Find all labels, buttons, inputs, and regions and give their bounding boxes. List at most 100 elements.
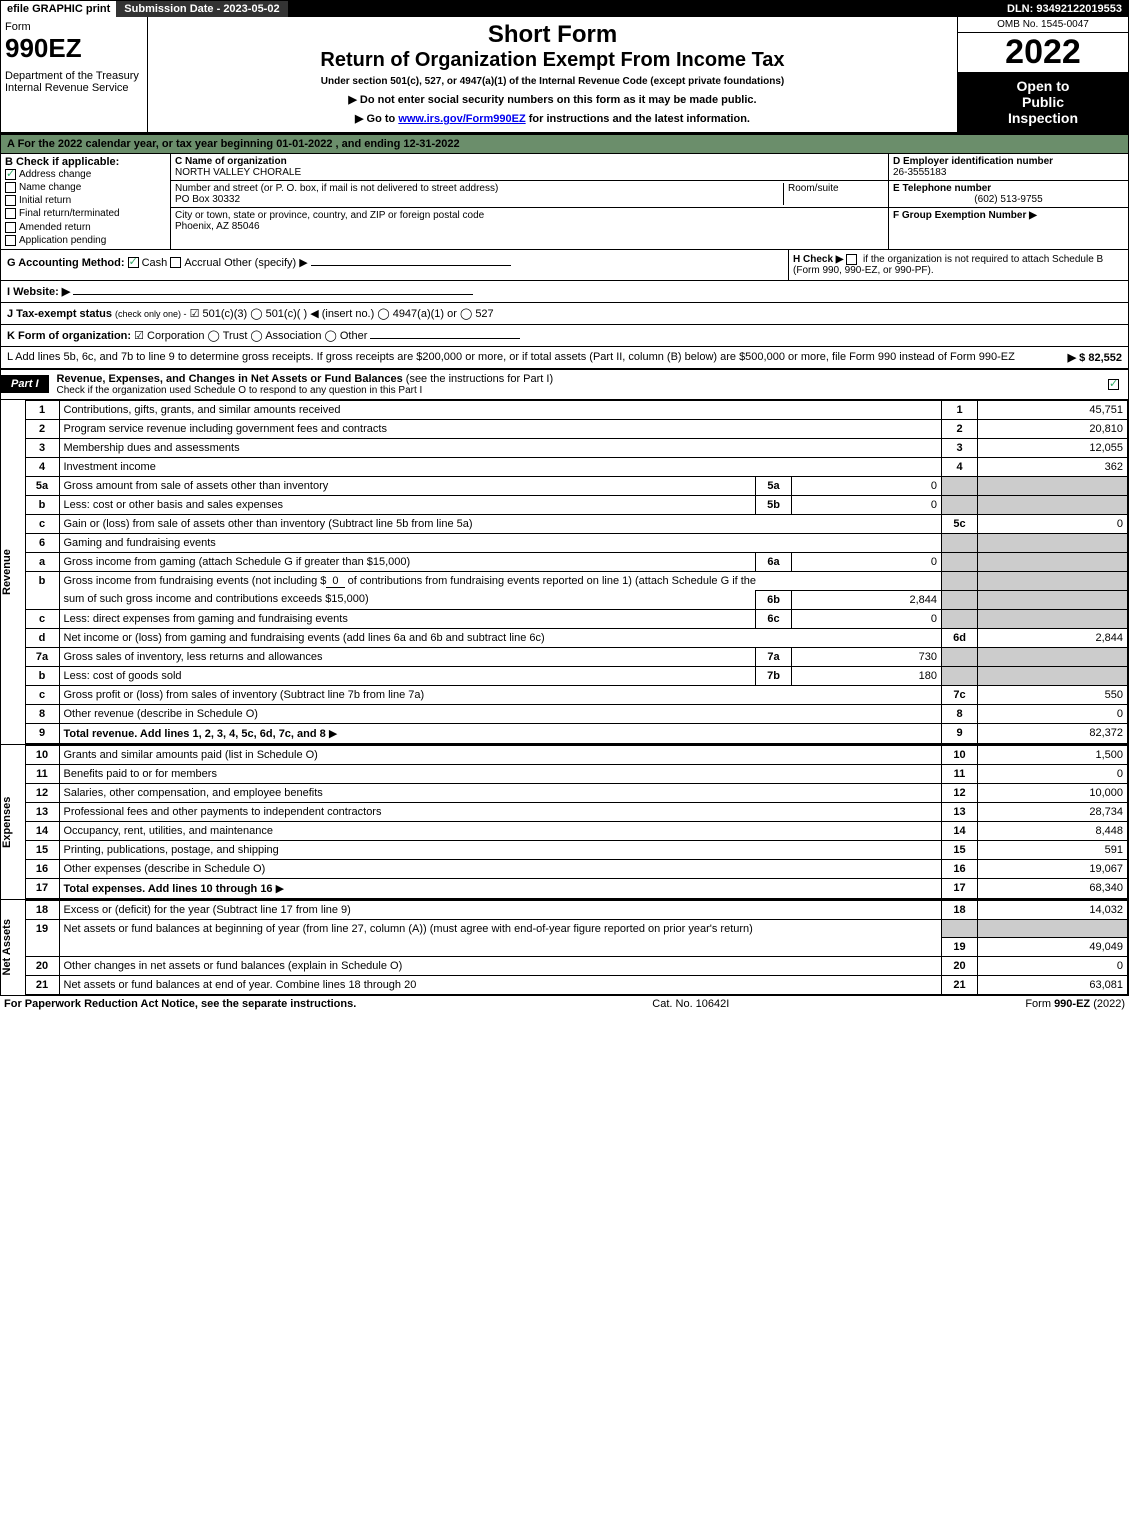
l5a-graya	[978, 476, 1128, 495]
l6c-d: Less: direct expenses from gaming and fu…	[64, 613, 348, 625]
l2-n: 2	[25, 419, 59, 438]
l8-amt: 0	[978, 704, 1128, 723]
l5b-samt: 0	[792, 495, 942, 514]
org-street: PO Box 30332	[175, 194, 779, 205]
expenses-table: 10Grants and similar amounts paid (list …	[25, 745, 1129, 899]
l6-gray	[942, 533, 978, 552]
l6a-d: Gross income from gaming (attach Schedul…	[64, 556, 411, 568]
part1-sub: (see the instructions for Part I)	[406, 373, 553, 385]
form-container: efile GRAPHIC print Submission Date - 20…	[0, 0, 1129, 996]
l7b-sbox: 7b	[756, 666, 792, 685]
chk-name[interactable]	[5, 182, 16, 193]
f-label: F Group Exemption Number ▶	[893, 210, 1037, 221]
l1-amt: 45,751	[978, 400, 1128, 419]
l5c-amt: 0	[978, 514, 1128, 533]
l5a-sbox: 5a	[756, 476, 792, 495]
website-input[interactable]	[73, 294, 473, 295]
g-label: G Accounting Method:	[7, 257, 125, 269]
chk-cash[interactable]	[128, 257, 139, 268]
org-city: Phoenix, AZ 85046	[175, 221, 884, 232]
l6c-samt: 0	[792, 609, 942, 628]
netassets-table: 18Excess or (deficit) for the year (Subt…	[25, 900, 1129, 996]
l6b-sbox: 6b	[756, 590, 792, 609]
efile-label: efile GRAPHIC print	[1, 1, 116, 17]
phone: (602) 513-9755	[893, 194, 1124, 205]
l-row: L Add lines 5b, 6c, and 7b to line 9 to …	[1, 346, 1128, 368]
l2-amt: 20,810	[978, 419, 1128, 438]
l5c-n: c	[25, 514, 59, 533]
l19-gray	[942, 919, 978, 938]
c-street-label: Number and street (or P. O. box, if mail…	[175, 183, 779, 194]
d-label: D Employer identification number	[893, 156, 1053, 167]
irs-link[interactable]: www.irs.gov/Form990EZ	[398, 113, 525, 125]
l16-amt: 19,067	[978, 859, 1128, 878]
l5a-samt: 0	[792, 476, 942, 495]
l5a-d: Gross amount from sale of assets other t…	[64, 480, 329, 492]
l7a-n: 7a	[25, 647, 59, 666]
l16-box: 16	[942, 859, 978, 878]
l15-n: 15	[25, 840, 59, 859]
l6b-d1: Gross income from fundraising events (no…	[64, 575, 327, 587]
g-other: Other (specify) ▶	[224, 257, 308, 269]
form-header: Form 990EZ Department of the Treasury In…	[1, 17, 1128, 134]
part1-checknote: Check if the organization used Schedule …	[57, 385, 1090, 396]
l7b-samt: 180	[792, 666, 942, 685]
c-city-label: City or town, state or province, country…	[175, 210, 884, 221]
chk-schedule-o[interactable]	[1108, 379, 1119, 390]
chk-accrual[interactable]	[170, 257, 181, 268]
revenue-label: Revenue	[1, 400, 25, 744]
g-row: G Accounting Method: Cash Accrual Other …	[1, 250, 788, 280]
g-other-input[interactable]	[311, 265, 511, 266]
part1-title: Revenue, Expenses, and Changes in Net As…	[49, 370, 1098, 399]
irs: Internal Revenue Service	[5, 82, 143, 94]
l17-box: 17	[942, 878, 978, 898]
l6a-graya	[978, 552, 1128, 571]
chk-h[interactable]	[846, 254, 857, 265]
l9-amt: 82,372	[978, 723, 1128, 743]
chk-amended[interactable]	[5, 222, 16, 233]
l14-n: 14	[25, 821, 59, 840]
footer-left: For Paperwork Reduction Act Notice, see …	[4, 998, 356, 1010]
chk-final[interactable]	[5, 208, 16, 219]
k-other-input[interactable]	[370, 338, 520, 339]
header-right: OMB No. 1545-0047 2022 Open to Public In…	[958, 17, 1128, 132]
netassets-label: Net Assets	[1, 900, 25, 996]
i-label: I Website: ▶	[7, 286, 70, 298]
l19-graya	[978, 919, 1128, 938]
l3-d: Membership dues and assessments	[64, 442, 240, 454]
chk-pending[interactable]	[5, 235, 16, 246]
l7c-d: Gross profit or (loss) from sales of inv…	[64, 689, 425, 701]
b-item-4: Amended return	[19, 222, 91, 233]
l20-n: 20	[25, 957, 59, 976]
submission-date: Submission Date - 2023-05-02	[116, 1, 287, 17]
l7a-graya	[978, 647, 1128, 666]
l19-box: 19	[942, 938, 978, 957]
open2: Public	[964, 94, 1122, 110]
l3-n: 3	[25, 438, 59, 457]
h-label: H Check ▶	[793, 254, 843, 265]
l6b-d2-part: of contributions from fundraising events…	[348, 575, 756, 587]
l5a-gray	[942, 476, 978, 495]
l6d-n: d	[25, 628, 59, 647]
i-row: I Website: ▶	[1, 280, 1128, 302]
l1-box: 1	[942, 400, 978, 419]
l20-amt: 0	[978, 957, 1128, 976]
l18-n: 18	[25, 900, 59, 919]
l6d-amt: 2,844	[978, 628, 1128, 647]
form-label: Form	[5, 21, 143, 33]
j-sub: (check only one) -	[115, 309, 187, 319]
l5c-d: Gain or (loss) from sale of assets other…	[64, 518, 473, 530]
l12-n: 12	[25, 783, 59, 802]
form-number: 990EZ	[5, 33, 143, 64]
chk-initial[interactable]	[5, 195, 16, 206]
l21-amt: 63,081	[978, 976, 1128, 995]
l4-amt: 362	[978, 457, 1128, 476]
c-name-label: C Name of organization	[175, 156, 884, 167]
open1: Open to	[964, 78, 1122, 94]
b-title: B Check if applicable:	[5, 156, 166, 168]
chk-address[interactable]	[5, 169, 16, 180]
b-item-1: Name change	[19, 182, 81, 193]
l12-d: Salaries, other compensation, and employ…	[64, 787, 323, 799]
f-row: F Group Exemption Number ▶	[889, 207, 1128, 223]
l3-box: 3	[942, 438, 978, 457]
